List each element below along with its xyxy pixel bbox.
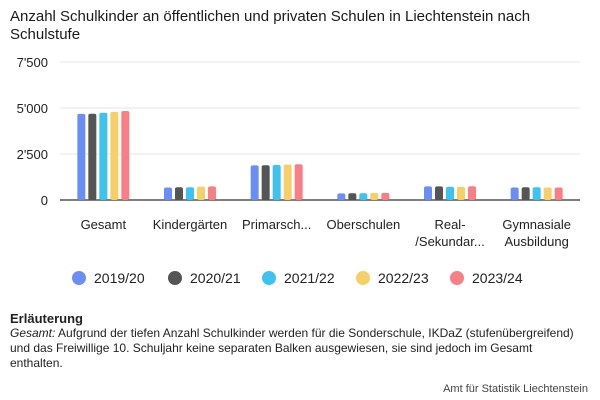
note-text: Aufgrund der tiefen Anzahl Schulkinder w… xyxy=(10,326,574,370)
bar-2022-23-1 xyxy=(197,186,205,200)
x-tick-label: Oberschulen xyxy=(326,217,400,232)
bar-2021-22-0 xyxy=(99,112,108,200)
bar-2023-24-5 xyxy=(554,187,563,200)
legend-label: 2022/23 xyxy=(378,270,429,286)
x-tick-label: Gesamt xyxy=(81,217,127,232)
bar-2020-21-1 xyxy=(175,187,183,200)
bar-2021-22-2 xyxy=(272,165,281,200)
bar-2021-22-1 xyxy=(186,187,194,200)
bar-2021-22-4 xyxy=(446,186,454,200)
legend-label: 2020/21 xyxy=(190,270,241,286)
bar-2020-21-5 xyxy=(521,187,530,200)
chart-legend: 2019/20 2020/21 2021/22 2022/23 2023/24 xyxy=(72,270,572,290)
note-heading: Erläuterung xyxy=(10,311,83,326)
legend-item-2023-24[interactable]: 2023/24 xyxy=(450,270,523,286)
legend-item-2020-21[interactable]: 2020/21 xyxy=(168,270,241,286)
bar-2021-22-5 xyxy=(532,187,541,200)
bar-2022-23-4 xyxy=(457,186,465,200)
y-tick-label: 0 xyxy=(41,193,48,208)
bar-2023-24-1 xyxy=(208,186,216,200)
x-tick-label: Gymnasiale xyxy=(502,217,571,232)
legend-dot-2020-21 xyxy=(168,271,182,285)
legend-dot-2023-24 xyxy=(450,271,464,285)
legend-item-2022-23[interactable]: 2022/23 xyxy=(356,270,429,286)
bar-2019-20-2 xyxy=(250,165,259,200)
legend-label: 2023/24 xyxy=(472,270,523,286)
bar-2021-22-3 xyxy=(359,193,368,200)
x-tick-label: Ausbildung xyxy=(505,234,569,249)
bar-2020-21-4 xyxy=(435,186,443,200)
bar-2020-21-3 xyxy=(348,193,357,200)
bar-2019-20-0 xyxy=(77,113,86,200)
bar-2019-20-5 xyxy=(510,187,519,200)
bar-2022-23-0 xyxy=(110,111,119,200)
note-lead: Gesamt: xyxy=(10,326,56,340)
bar-2020-21-0 xyxy=(88,113,97,200)
chart-title: Anzahl Schulkinder an öffentlichen und p… xyxy=(10,8,531,43)
bar-2019-20-1 xyxy=(164,187,172,200)
x-tick-label: Kindergärten xyxy=(153,217,227,232)
bar-2023-24-0 xyxy=(121,110,130,200)
bar-chart: 0 2'500 5'000 7'500 Gesamt Kindergärten Primar… xyxy=(17,55,580,249)
bar-2019-20-4 xyxy=(424,186,432,200)
bar-2022-23-2 xyxy=(283,164,292,200)
source-credit: Amt für Statistik Liechtenstein xyxy=(443,383,588,395)
bar-2020-21-2 xyxy=(261,165,270,200)
legend-dot-2022-23 xyxy=(356,271,370,285)
x-tick-label: /Sekundar... xyxy=(415,234,484,249)
bar-2022-23-3 xyxy=(370,193,379,200)
legend-label: 2019/20 xyxy=(94,270,145,286)
legend-item-2021-22[interactable]: 2021/22 xyxy=(262,270,335,286)
legend-dot-2021-22 xyxy=(262,271,276,285)
x-tick-label: Real- xyxy=(434,217,465,232)
legend-label: 2021/22 xyxy=(284,270,335,286)
bar-2023-24-4 xyxy=(468,186,476,200)
y-tick-label: 7'500 xyxy=(17,55,48,70)
legend-dot-2019-20 xyxy=(72,271,86,285)
y-tick-label: 2'500 xyxy=(17,147,48,162)
x-tick-label: Primarsch... xyxy=(242,217,311,232)
note-body: Gesamt: Aufgrund der tiefen Anzahl Schul… xyxy=(10,326,585,371)
bar-2019-20-3 xyxy=(337,193,346,200)
bar-2023-24-2 xyxy=(294,164,303,200)
bar-2023-24-3 xyxy=(381,192,390,200)
explanation-note: Erläuterung Gesamt: Aufgrund der tiefen … xyxy=(10,311,585,371)
bar-2022-23-5 xyxy=(543,187,552,200)
y-tick-label: 5'000 xyxy=(17,101,48,116)
legend-item-2019-20[interactable]: 2019/20 xyxy=(72,270,145,286)
